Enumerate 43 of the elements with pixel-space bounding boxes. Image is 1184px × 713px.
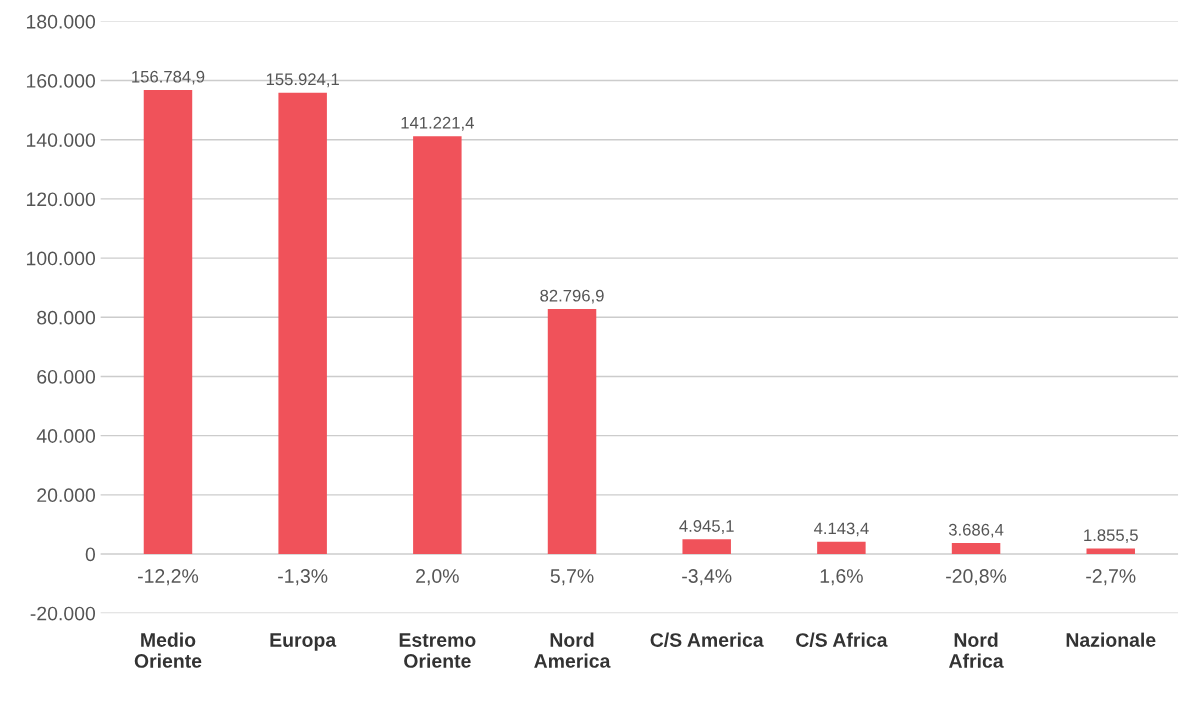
bar xyxy=(951,543,1001,554)
annotation: 2,0% xyxy=(416,569,459,586)
x-tick-label: C/S Africa xyxy=(796,632,888,648)
data-label: 4.143,4 xyxy=(813,522,869,537)
x-tick-label: C/S America xyxy=(650,632,764,648)
x-tick-label: Nord America xyxy=(534,632,611,668)
bar xyxy=(413,136,462,554)
y-tick-label: 40.000 xyxy=(36,429,96,443)
y-tick-label: 0 xyxy=(85,547,96,562)
data-label: 141.221,4 xyxy=(401,116,474,131)
y-tick-label: 180.000 xyxy=(26,14,96,29)
annotation: 5,7% xyxy=(550,569,594,586)
bar xyxy=(1086,548,1135,554)
data-label: 155.924,1 xyxy=(266,73,339,88)
annotation: -20,8% xyxy=(946,569,1007,586)
bar xyxy=(547,309,597,554)
bar xyxy=(143,90,193,554)
y-tick-label: 20.000 xyxy=(37,488,96,503)
x-tick-label: Nazionale xyxy=(1066,632,1156,647)
bar xyxy=(817,541,866,554)
bar xyxy=(682,539,731,554)
y-tick-label: 100.000 xyxy=(26,251,96,266)
annotation: 1,6% xyxy=(820,569,863,586)
x-tick-label: Europa xyxy=(270,633,337,651)
data-label: 82.796,9 xyxy=(540,289,604,304)
x-tick-label: Estremo Oriente xyxy=(399,633,476,668)
x-tick-label: Nord Africa xyxy=(948,632,1004,668)
data-label: 3.686,4 xyxy=(948,523,1004,538)
y-tick-label: 160.000 xyxy=(26,74,96,88)
annotation: -3,4% xyxy=(682,569,732,586)
bar xyxy=(278,92,327,554)
y-tick-label: 80.000 xyxy=(37,310,96,325)
y-tick-label: 140.000 xyxy=(26,133,96,147)
y-tick-label: -20.000 xyxy=(30,606,96,621)
y-tick-label: 120.000 xyxy=(26,192,96,207)
y-tick-label: 60.000 xyxy=(37,369,96,384)
data-label: 156.784,9 xyxy=(132,70,205,85)
annotation: -2,7% xyxy=(1086,569,1136,586)
data-label: 1.855,5 xyxy=(1084,529,1138,544)
data-label: 4.945,1 xyxy=(679,520,734,534)
annotation: -1,3% xyxy=(278,569,328,586)
annotation: -12,2% xyxy=(138,569,199,586)
x-tick-label: Medio Oriente xyxy=(134,632,202,668)
